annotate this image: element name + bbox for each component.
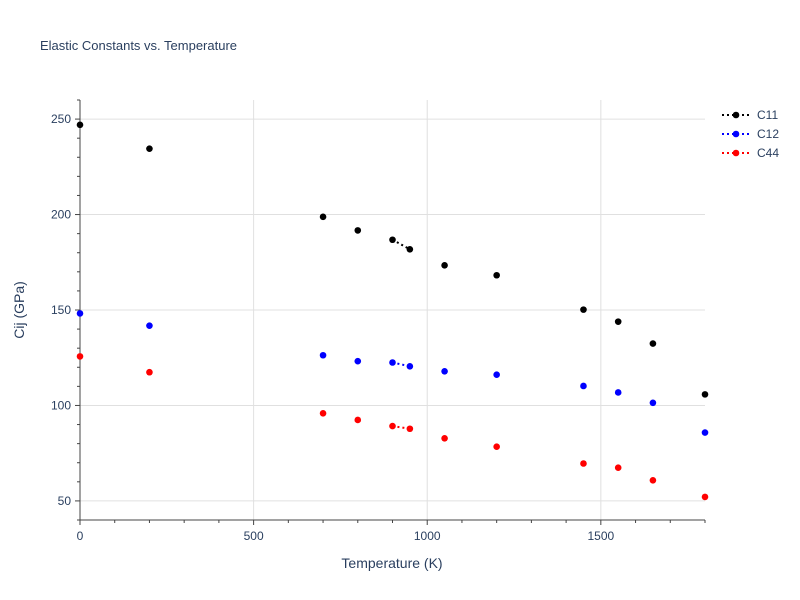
data-point-c12[interactable] — [389, 359, 396, 366]
ticks: 0 500 1000 1500 50 100 150 200 250 — [51, 99, 706, 543]
legend-label: C44 — [757, 146, 779, 160]
legend-item-c44[interactable]: C44 — [722, 146, 779, 160]
legend-label: C11 — [757, 108, 778, 122]
data-point-c44[interactable] — [441, 434, 448, 442]
x-tick-label: 0 — [77, 529, 84, 543]
grid — [80, 100, 705, 520]
data-point-c11[interactable] — [493, 271, 500, 279]
legend-label: C12 — [757, 127, 779, 141]
data-point-c11[interactable] — [580, 306, 587, 313]
series-lines — [392, 238, 411, 430]
data-point-c12[interactable] — [146, 322, 153, 329]
data-point-c44[interactable] — [76, 353, 84, 360]
data-point-c12[interactable] — [580, 382, 587, 390]
y-tick-label: 200 — [51, 208, 71, 222]
legend[interactable]: C11 C12 C44 — [722, 108, 779, 160]
data-point-c44[interactable] — [389, 422, 396, 430]
legend-swatch-marker — [732, 111, 740, 119]
data-point-c12[interactable] — [701, 429, 709, 436]
y-tick-label: 250 — [51, 112, 71, 126]
data-point-c11[interactable] — [354, 227, 362, 234]
legend-item-c12[interactable]: C12 — [722, 127, 779, 141]
data-point-c11[interactable] — [76, 121, 84, 129]
data-point-c11[interactable] — [614, 318, 622, 325]
data-point-c11[interactable] — [441, 262, 448, 269]
data-point-c12[interactable] — [441, 367, 448, 375]
legend-swatch-marker — [732, 149, 740, 157]
x-tick-label: 1000 — [414, 529, 441, 543]
data-point-c44[interactable] — [406, 425, 414, 433]
data-point-c44[interactable] — [701, 493, 709, 501]
data-point-c12[interactable] — [649, 399, 657, 407]
data-point-c12[interactable] — [354, 357, 362, 365]
chart-title: Elastic Constants vs. Temperature — [40, 38, 237, 53]
data-point-c11[interactable] — [389, 236, 396, 244]
y-tick-label: 100 — [51, 398, 71, 412]
data-point-c11[interactable] — [319, 213, 327, 221]
data-point-c44[interactable] — [614, 464, 622, 471]
y-axis-title: Cij (GPa) — [11, 281, 27, 339]
data-point-c12[interactable] — [406, 363, 414, 370]
data-point-c11[interactable] — [146, 145, 153, 152]
data-point-c44[interactable] — [649, 476, 657, 484]
x-tick-label: 500 — [244, 529, 264, 543]
data-point-c12[interactable] — [319, 351, 327, 359]
legend-item-c11[interactable]: C11 — [722, 108, 778, 122]
series-line-c11 — [392, 238, 411, 251]
data-point-c44[interactable] — [146, 368, 153, 376]
y-tick-label: 50 — [58, 494, 72, 508]
x-tick-label: 1500 — [587, 529, 614, 543]
data-point-c44[interactable] — [580, 460, 587, 467]
data-point-c44[interactable] — [354, 416, 362, 424]
data-point-c12[interactable] — [614, 389, 622, 396]
y-tick-label: 150 — [51, 303, 71, 317]
data-points — [76, 121, 709, 501]
data-point-c11[interactable] — [701, 391, 709, 398]
data-point-c12[interactable] — [76, 310, 84, 317]
legend-swatch-marker — [732, 130, 740, 138]
data-point-c12[interactable] — [493, 371, 500, 379]
data-point-c11[interactable] — [406, 245, 414, 253]
data-point-c11[interactable] — [649, 340, 657, 347]
data-point-c44[interactable] — [493, 443, 500, 450]
x-axis-title: Temperature (K) — [341, 555, 442, 571]
data-point-c44[interactable] — [319, 409, 327, 417]
